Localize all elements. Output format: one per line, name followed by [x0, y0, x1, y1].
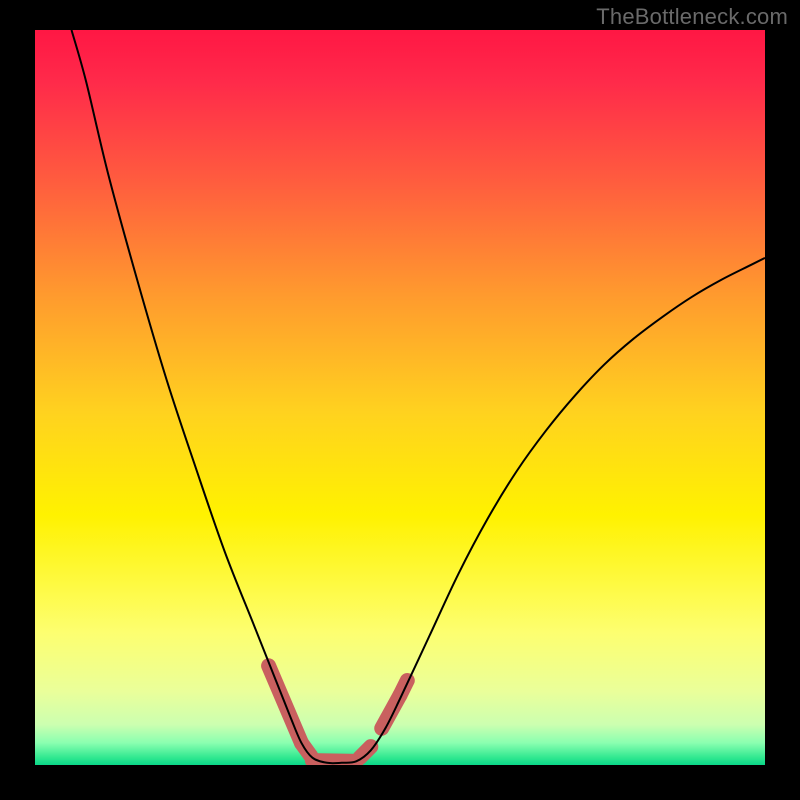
- bottleneck-chart: [0, 0, 800, 800]
- plot-background: [35, 30, 765, 765]
- watermark-text: TheBottleneck.com: [596, 4, 788, 30]
